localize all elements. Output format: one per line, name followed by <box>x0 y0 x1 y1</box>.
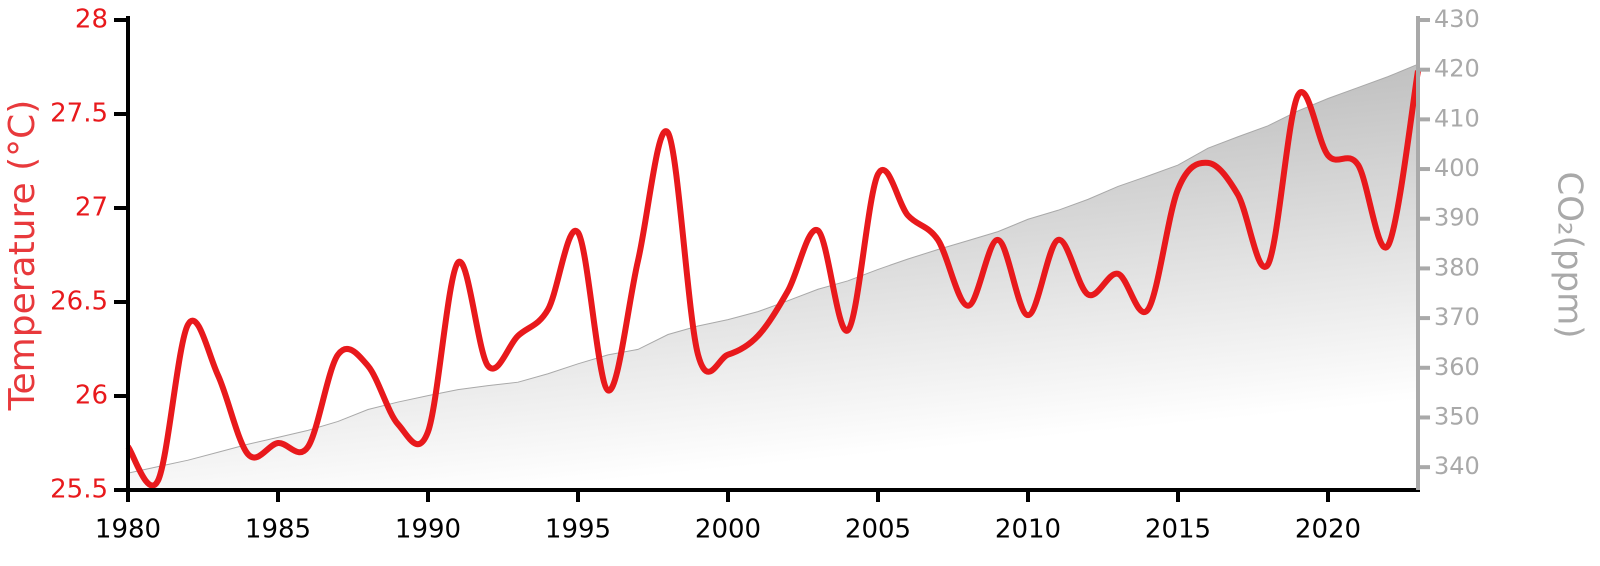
y2-tick-label: 410 <box>1434 104 1480 132</box>
co2-area <box>127 63 1419 491</box>
x-tick-label: 2020 <box>1295 515 1361 545</box>
temperature-line <box>125 70 1421 489</box>
y-axis-title: Temperature (°C) <box>2 100 43 412</box>
y-tick-label: 27 <box>75 193 108 223</box>
y2-axis-title: CO₂(ppm) <box>1550 172 1590 339</box>
y-tick-label: 26.5 <box>50 287 108 317</box>
x-tick-label: 1990 <box>395 515 461 545</box>
y2-tick-label: 370 <box>1434 303 1480 331</box>
x-tick-label: 1980 <box>95 515 161 545</box>
y2-tick-label: 350 <box>1434 402 1480 430</box>
x-tick-label: 2000 <box>695 515 761 545</box>
x-tick-label: 1985 <box>245 515 311 545</box>
y-tick-label: 25.5 <box>50 475 108 505</box>
y2-tick-label: 420 <box>1434 55 1480 83</box>
x-tick-label: 2010 <box>995 515 1061 545</box>
x-tick-label: 1995 <box>545 515 611 545</box>
x-tick-label: 2005 <box>845 515 911 545</box>
y2-tick-label: 360 <box>1434 353 1480 381</box>
y2-tick-label: 380 <box>1434 253 1480 281</box>
y2-tick-label: 390 <box>1434 204 1480 232</box>
y-tick-label: 28 <box>75 5 108 35</box>
y-tick-label: 27.5 <box>50 99 108 129</box>
y2-tick-label: 400 <box>1434 154 1480 182</box>
y2-tick-label: 340 <box>1434 452 1480 480</box>
y2-tick-label: 430 <box>1434 5 1480 33</box>
x-tick-label: 2015 <box>1145 515 1211 545</box>
y-tick-label: 26 <box>75 381 108 411</box>
